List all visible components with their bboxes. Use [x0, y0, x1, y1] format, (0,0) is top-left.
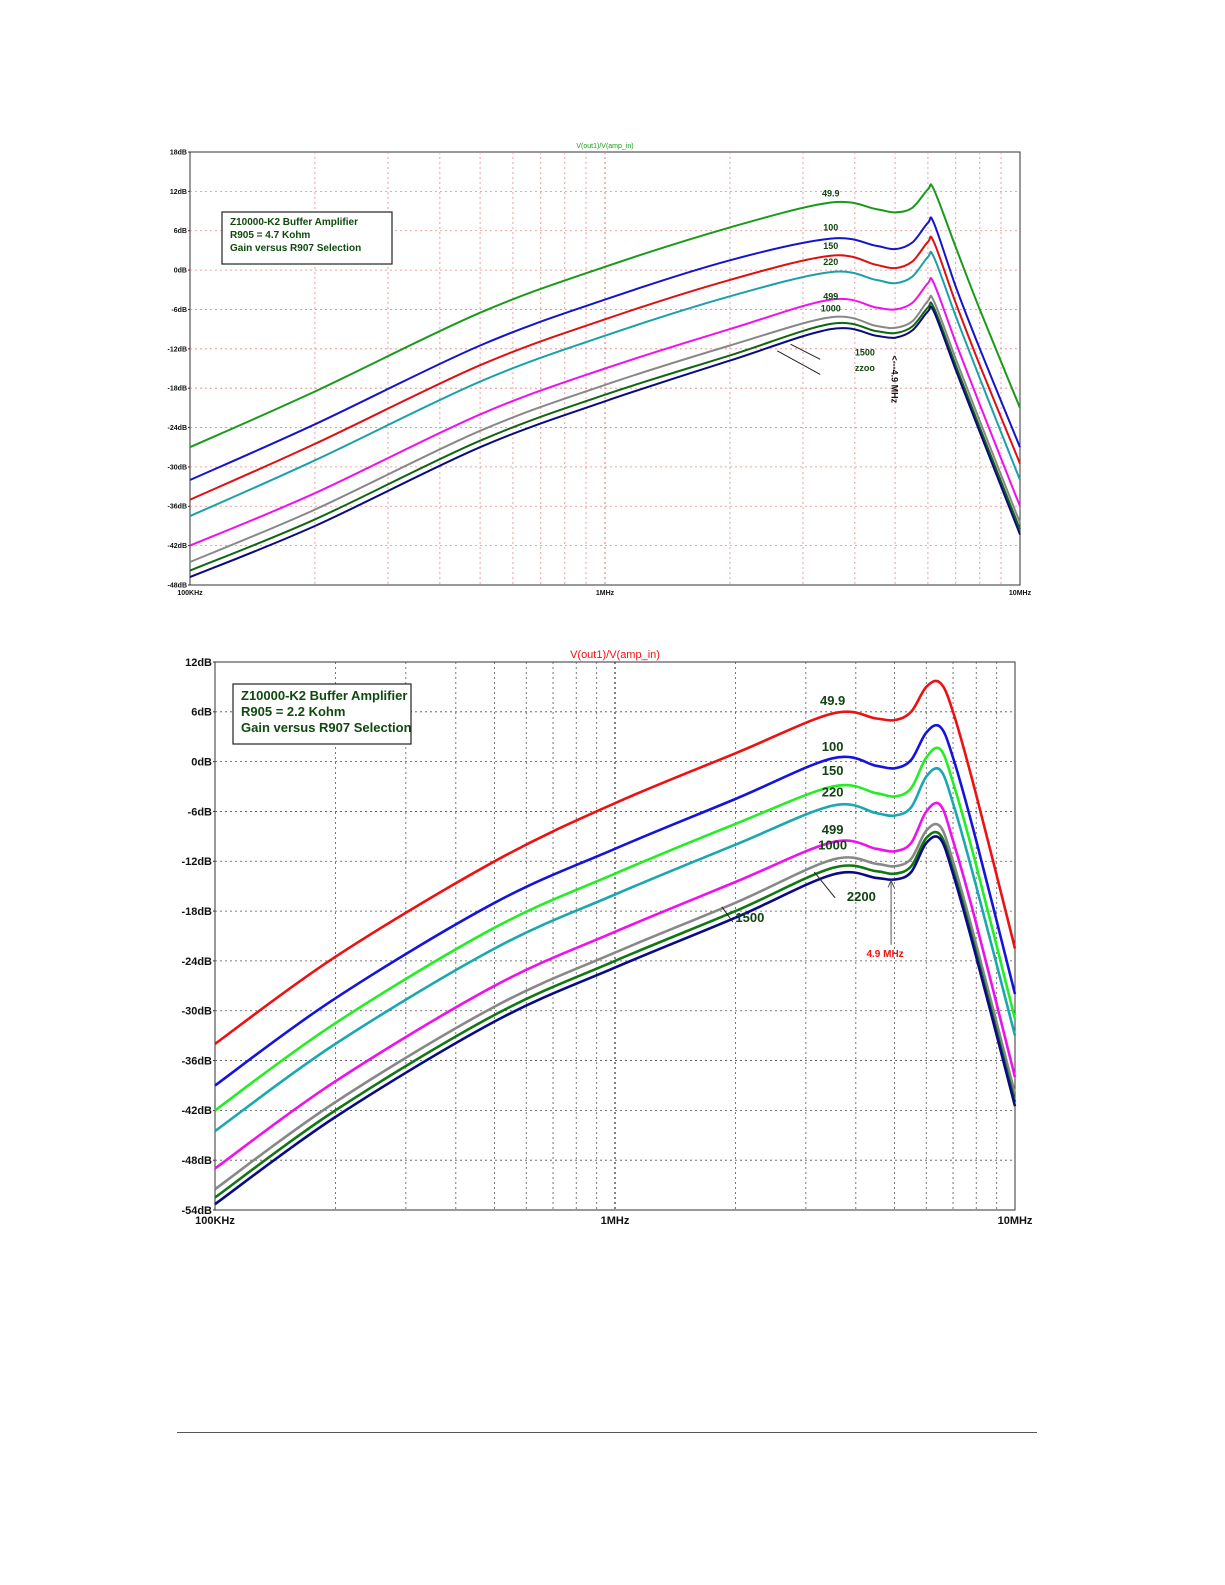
series-label: 150	[822, 763, 844, 778]
series-line-1000	[214, 822, 1017, 1191]
y-tick-label: -36dB	[168, 504, 187, 511]
y-tick-label: -54dB	[181, 1205, 212, 1217]
series-line-499	[189, 277, 1021, 547]
y-tick-label: -24dB	[181, 956, 212, 968]
y-tick-label: -12dB	[181, 856, 212, 868]
y-tick-label: -30dB	[181, 1006, 212, 1018]
series-line-150	[189, 235, 1021, 501]
series-line-1000	[189, 294, 1021, 563]
y-tick-label: -24dB	[168, 425, 187, 432]
gain-chart-r905-2-2k: 12dB 6dB 0dB -6dB -12dB -18dB -24dB -30dB -36dB -…	[181, 649, 1033, 1227]
series-label: 49.9	[822, 189, 840, 199]
leader-line	[790, 343, 821, 360]
info-box-line: Z10000-K2 Buffer Amplifier	[230, 217, 358, 228]
annotation-4-9mhz: <---4.9 MHz	[889, 355, 899, 403]
series-label: 499	[822, 822, 844, 837]
y-tick-label: -18dB	[168, 386, 187, 393]
series-line-100	[214, 723, 1017, 1087]
series-line-100	[189, 216, 1021, 481]
x-tick-label: 10MHz	[1009, 590, 1032, 597]
x-tick-label: 10MHz	[998, 1215, 1033, 1227]
leader-line	[721, 906, 734, 923]
series-label: 1000	[818, 838, 847, 853]
y-tick-label: 12dB	[170, 189, 187, 196]
series-group	[214, 679, 1017, 1206]
series-label: 1000	[821, 303, 841, 313]
series-line-499	[214, 801, 1017, 1170]
series-label: 2200	[847, 889, 876, 904]
y-tick-label: -30dB	[168, 464, 187, 471]
y-tick-label: -6dB	[188, 806, 213, 818]
info-box: Z10000-K2 Buffer Amplifier R905 = 4.7 Koh…	[221, 211, 393, 265]
y-tick-label: 18dB	[170, 149, 187, 156]
y-tick-label: 6dB	[174, 228, 187, 235]
series-label: 220	[822, 785, 844, 800]
series-line-49.9	[189, 183, 1021, 449]
y-tick-label: -48dB	[168, 582, 187, 589]
series-line-2200	[214, 835, 1017, 1206]
x-tick-label: 100KHz	[177, 590, 203, 597]
y-tick-label: 12dB	[185, 657, 212, 669]
series-label: 1500	[735, 910, 764, 925]
series-label: zzoo	[855, 363, 875, 373]
footer-rule	[177, 1432, 1037, 1433]
info-box-line: Gain versus R907 Selection	[230, 243, 361, 254]
series-label: 150	[823, 241, 838, 251]
y-tick-label: -42dB	[181, 1105, 212, 1117]
info-box-line: Gain versus R907 Selection	[241, 720, 412, 735]
y-tick-label: -18dB	[181, 906, 212, 918]
x-tick-label: 100KHz	[195, 1215, 235, 1227]
series-label: 1500	[855, 347, 875, 357]
series-label: 220	[823, 257, 838, 267]
series-line-220	[189, 250, 1021, 518]
y-tick-label: -36dB	[181, 1055, 212, 1067]
gain-chart-r905-4-7k: 18dB 12dB 6dB 0dB -6dB -12dB -18dB -24dB -30dB -3…	[168, 143, 1032, 597]
series-line-150	[214, 746, 1017, 1112]
x-tick-label: 1MHz	[601, 1215, 630, 1227]
chart-title: V(out1)/V(amp_in)	[570, 649, 660, 661]
y-tick-label: -6dB	[171, 307, 187, 314]
series-line-zzoo	[189, 305, 1021, 579]
y-tick-label: -12dB	[168, 346, 187, 353]
series-line-49.9	[214, 679, 1017, 1045]
series-label: 100	[822, 739, 844, 754]
leader-line	[813, 871, 836, 899]
x-tick-label: 1MHz	[596, 590, 615, 597]
series-label: 49.9	[820, 693, 845, 708]
annotation-4-9mhz: 4.9 MHz	[866, 949, 903, 960]
annotation-arrowhead	[887, 879, 895, 888]
info-box-frame	[232, 683, 412, 745]
series-group	[189, 183, 1021, 579]
info-box-frame	[221, 211, 393, 265]
y-tick-label: 6dB	[191, 707, 212, 719]
y-tick-label: 0dB	[174, 268, 187, 275]
info-box-line: Z10000-K2 Buffer Amplifier	[241, 688, 407, 703]
series-label: 100	[823, 223, 838, 233]
leader-line	[776, 350, 821, 375]
info-box-line: R905 = 2.2 Kohm	[241, 704, 345, 719]
chart-title: V(out1)/V(amp_in)	[576, 143, 633, 150]
info-box-line: R905 = 4.7 Kohm	[230, 230, 310, 241]
y-tick-label: -42dB	[168, 543, 187, 550]
series-line-1500	[189, 301, 1021, 572]
y-tick-label: 0dB	[191, 756, 212, 768]
y-tick-label: -48dB	[181, 1155, 212, 1167]
series-line-220	[214, 766, 1017, 1133]
grid	[215, 662, 1015, 1210]
series-label: 499	[823, 292, 838, 302]
